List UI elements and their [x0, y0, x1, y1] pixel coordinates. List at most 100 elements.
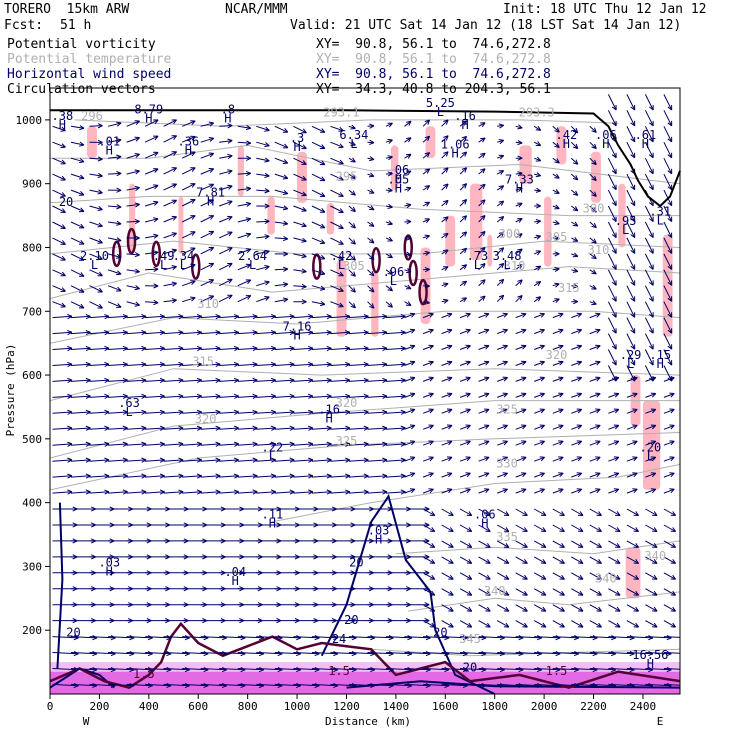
wind-vector-head [409, 376, 416, 382]
wind-vector [182, 491, 202, 494]
wind-vector [348, 189, 356, 196]
wind-vector-head [104, 345, 110, 352]
wind-vector-head [480, 137, 486, 143]
wind-vector [145, 331, 165, 335]
wind-vector-head [245, 186, 252, 192]
wind-vector-head [79, 158, 85, 164]
wind-vector-head [633, 622, 640, 628]
wind-vector [219, 185, 233, 191]
strong-wind-band-edge [50, 662, 680, 672]
wind-vector [311, 285, 326, 290]
wind-vector [608, 524, 621, 532]
wind-vector-head [572, 283, 579, 289]
wind-vector-head [104, 377, 110, 384]
wind-vector-head [446, 472, 453, 478]
wind-vector [645, 636, 672, 639]
wind-vector [496, 556, 510, 564]
wind-vector [533, 281, 541, 287]
wind-vector [293, 683, 320, 687]
wind-vector-head [67, 409, 73, 415]
wind-vector-head [338, 175, 344, 181]
wind-vector [644, 157, 654, 175]
wind-vector [330, 347, 350, 350]
wind-vector [589, 205, 597, 213]
wind-vector-head [667, 184, 673, 191]
wind-vector-head [559, 511, 565, 516]
wind-vector [497, 377, 508, 382]
wind-vector-head [196, 425, 202, 431]
wind-vector [644, 126, 654, 143]
wind-vector [182, 459, 202, 462]
wind-vector [200, 475, 221, 478]
wind-vector-head [667, 120, 673, 127]
wind-vector-head [485, 559, 491, 564]
wind-vector [52, 173, 66, 181]
wind-vector [608, 472, 619, 478]
wind-vector [626, 301, 636, 318]
wind-vector-head [503, 574, 510, 580]
wind-vector-head [369, 139, 375, 145]
wind-vector [645, 620, 658, 628]
wind-vector-head [363, 457, 369, 463]
wind-vector [422, 456, 434, 462]
wind-vector-head [429, 543, 436, 548]
wind-vector-head [369, 271, 375, 277]
wind-vector-head [669, 376, 675, 382]
extremum-marker: H [395, 182, 402, 196]
wind-vector-head [178, 425, 184, 431]
wind-vector-head [485, 590, 491, 596]
wind-vector-head [141, 361, 147, 368]
wind-vector [589, 345, 601, 350]
wind-vector [348, 347, 369, 350]
wind-vector [200, 379, 221, 382]
wind-vector-head [554, 158, 560, 164]
wind-vector-head [215, 377, 221, 384]
wind-vector-head [405, 301, 412, 306]
wind-vector [645, 488, 656, 494]
wind-vector [70, 363, 91, 366]
wind-vector-head [648, 328, 654, 334]
wind-vector-head [670, 622, 677, 628]
wind-vector [459, 215, 467, 223]
wind-vector [478, 440, 490, 446]
wind-vector-head [576, 344, 583, 350]
wind-vector-head [424, 283, 430, 289]
wind-vector [663, 440, 675, 446]
wind-vector-head [424, 218, 430, 224]
wind-vector [404, 408, 416, 414]
wind-vector [237, 203, 251, 207]
wind-vector [626, 285, 636, 302]
west-end-label: W [83, 715, 90, 728]
wind-vector-head [648, 312, 654, 318]
wind-vector [459, 151, 467, 159]
wind-vector-head [611, 312, 617, 318]
pv-contour-cell [126, 227, 137, 255]
wind-vector-head [615, 574, 621, 580]
wind-vector [126, 363, 147, 366]
wind-vector [70, 411, 91, 414]
wind-vector-head [233, 314, 239, 320]
extremum-value: .36 [178, 134, 200, 148]
wind-vector-head [466, 543, 473, 548]
wind-vector [459, 120, 467, 127]
wind-vector-head [554, 204, 560, 210]
wind-vector-head [465, 472, 471, 478]
x-tick-label: 2400 [630, 700, 657, 713]
wind-vector [422, 440, 434, 446]
wind-vector-head [245, 232, 252, 238]
wind-vector [533, 296, 542, 303]
wind-vector-head [461, 280, 468, 286]
wind-vector [608, 683, 635, 687]
wind-vector-head [502, 360, 508, 366]
wind-vector [515, 345, 527, 350]
wind-vector-head [535, 125, 542, 131]
wind-vector [589, 393, 601, 398]
wind-vector [52, 427, 73, 430]
wind-vector [70, 141, 85, 146]
wind-vector [256, 459, 276, 462]
wind-vector-head [319, 207, 326, 213]
wind-vector [311, 683, 338, 687]
wind-vector-head [153, 266, 159, 272]
wind-vector-head [326, 314, 332, 320]
